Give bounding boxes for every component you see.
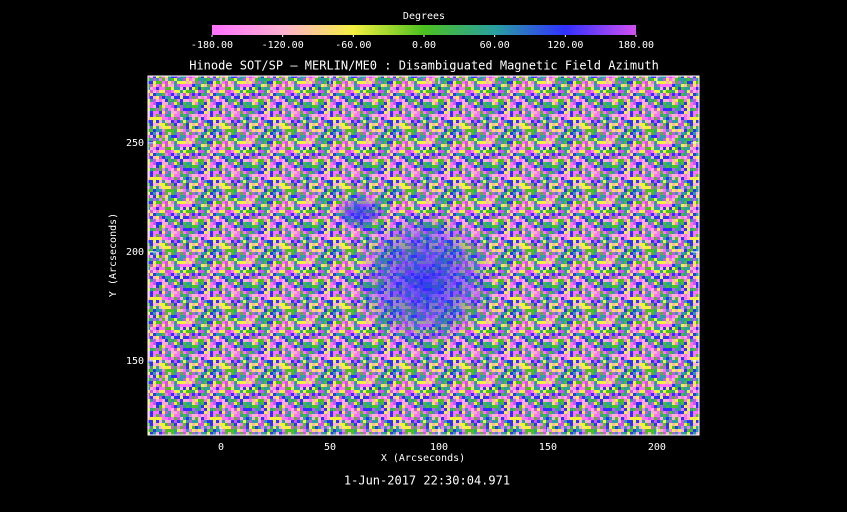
colorbar-title: Degrees bbox=[403, 11, 445, 22]
sunspot-region bbox=[355, 210, 495, 350]
colorbar-tick-label: 0.00 bbox=[412, 40, 436, 51]
colorbar-tick-label: 180.00 bbox=[618, 40, 654, 51]
plot-frame bbox=[147, 75, 700, 436]
y-tick-label: 150 bbox=[126, 356, 144, 367]
colorbar-tick-label: -60.00 bbox=[335, 40, 371, 51]
x-tick-label: 0 bbox=[218, 442, 224, 453]
y-tick-label: 250 bbox=[126, 138, 144, 149]
x-axis-label: X (Arcseconds) bbox=[381, 453, 465, 464]
x-tick-label: 150 bbox=[539, 442, 557, 453]
colorbar-tick-label: 120.00 bbox=[547, 40, 583, 51]
colorbar-tick-label: -180.00 bbox=[191, 40, 233, 51]
colorbar-tick-label: 60.00 bbox=[480, 40, 510, 51]
timestamp: 1-Jun-2017 22:30:04.971 bbox=[344, 474, 510, 488]
colorbar bbox=[212, 25, 636, 35]
y-tick-label: 200 bbox=[126, 247, 144, 258]
colorbar-tick-label: -120.00 bbox=[262, 40, 304, 51]
chart-title: Hinode SOT/SP — MERLIN/ME0 : Disambiguat… bbox=[189, 59, 659, 73]
sunspot-region bbox=[335, 194, 385, 230]
x-tick-label: 100 bbox=[430, 442, 448, 453]
x-tick-label: 200 bbox=[648, 442, 666, 453]
x-tick-label: 50 bbox=[324, 442, 336, 453]
y-axis-label: Y (Arcseconds) bbox=[108, 213, 119, 297]
